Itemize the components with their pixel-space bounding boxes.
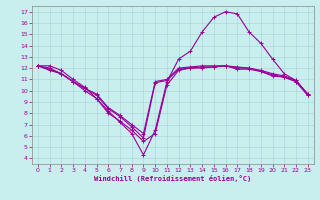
X-axis label: Windchill (Refroidissement éolien,°C): Windchill (Refroidissement éolien,°C) — [94, 175, 252, 182]
